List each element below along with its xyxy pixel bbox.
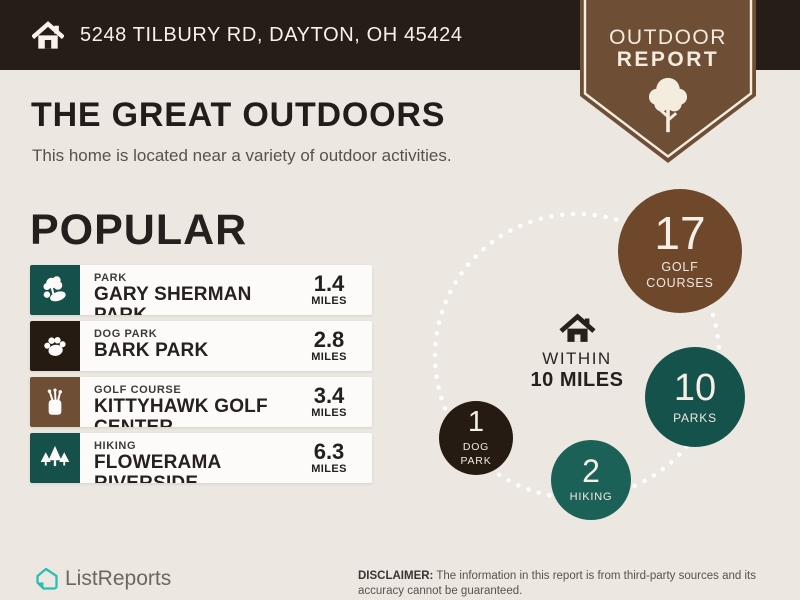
item-distance: 2.8 MILES	[292, 321, 372, 371]
item-name: FLOWERAMA RIVERSIDE	[94, 452, 221, 483]
bubble-dog-park: 1 DOG PARK	[439, 401, 513, 475]
bubble-hiking: 2 HIKING	[551, 440, 631, 520]
list-item-text: GOLF COURSE KITTYHAWK GOLF CENTER	[80, 377, 292, 427]
listreports-logo-icon	[36, 567, 58, 590]
item-category: DOG PARK	[94, 328, 158, 340]
item-category: HIKING	[94, 440, 137, 452]
bubble-golf-courses: 17 GOLF COURSES	[618, 189, 742, 313]
item-distance: 3.4 MILES	[292, 377, 372, 427]
distance-value: 6.3	[313, 439, 345, 464]
distance-unit: MILES	[311, 463, 347, 475]
distance-unit: MILES	[311, 351, 347, 363]
distance-value: 1.4	[313, 271, 345, 296]
distance-value: 3.4	[313, 383, 345, 408]
bubble-count: 17	[654, 207, 706, 260]
bubble-label: GOLF COURSES	[646, 260, 714, 290]
pine-trees-icon	[30, 433, 80, 483]
listreports-logo: ListReports	[33, 566, 171, 592]
bubble-label: PARKS	[673, 410, 717, 425]
item-name: GARY SHERMAN PARK	[94, 284, 252, 315]
list-item-text: DOG PARK BARK PARK	[80, 321, 292, 371]
bubble-count: 10	[673, 366, 717, 409]
distance-unit: MILES	[311, 295, 347, 307]
list-item-text: PARK GARY SHERMAN PARK	[80, 265, 292, 315]
disclaimer-text: DISCLAIMER: The information in this repo…	[358, 569, 772, 599]
item-name: KITTYHAWK GOLF CENTER	[94, 396, 268, 427]
item-distance: 6.3 MILES	[292, 433, 372, 483]
home-icon	[32, 21, 64, 49]
list-item-hiking: HIKING FLOWERAMA RIVERSIDE 6.3 MILES	[30, 433, 372, 483]
property-address: 5248 TILBURY RD, DAYTON, OH 45424	[80, 23, 463, 46]
bubble-count: 1	[467, 406, 485, 439]
item-distance: 1.4 MILES	[292, 265, 372, 315]
list-item-golf-course: GOLF COURSE KITTYHAWK GOLF CENTER 3.4 MI…	[30, 377, 372, 427]
bubble-parks: 10 PARKS	[645, 347, 745, 447]
badge-line1: OUTDOOR	[609, 26, 727, 49]
distance-value: 2.8	[313, 327, 345, 352]
item-category: PARK	[94, 272, 127, 284]
list-item-park: PARK GARY SHERMAN PARK 1.4 MILES	[30, 265, 372, 315]
badge-line2: REPORT	[616, 48, 720, 71]
disclaimer-label: DISCLAIMER:	[358, 570, 434, 582]
popular-list: PARK GARY SHERMAN PARK 1.4 MILES DOG	[30, 265, 372, 489]
distance-unit: MILES	[311, 407, 347, 419]
bubble-label: DOG PARK	[460, 441, 492, 467]
page-title: THE GREAT OUTDOORS	[31, 96, 446, 134]
popular-heading: POPULAR	[30, 206, 248, 254]
item-category: GOLF COURSE	[94, 384, 182, 396]
golf-bag-icon	[30, 377, 80, 427]
bubble-label: HIKING	[569, 491, 613, 504]
radius-caption-line1: WITHIN	[542, 349, 612, 368]
list-item-text: HIKING FLOWERAMA RIVERSIDE	[80, 433, 292, 483]
center-home-icon	[559, 313, 596, 342]
radius-caption-line2: 10 MILES	[530, 369, 624, 391]
paw-icon	[30, 321, 80, 371]
disclaimer-body: The information in this report is from t…	[358, 570, 756, 597]
tree-icon	[648, 77, 688, 133]
listreports-logo-text: ListReports	[65, 567, 172, 590]
page-subtitle: This home is located near a variety of o…	[32, 146, 452, 165]
list-item-dog-park: DOG PARK BARK PARK 2.8 MILES	[30, 321, 372, 371]
park-tree-icon	[30, 265, 80, 315]
radius-caption: WITHIN 10 MILES	[497, 349, 657, 392]
item-name: BARK PARK	[94, 340, 209, 361]
outdoor-report-badge: OUTDOOR REPORT	[580, 0, 756, 164]
bubble-count: 2	[582, 453, 600, 490]
